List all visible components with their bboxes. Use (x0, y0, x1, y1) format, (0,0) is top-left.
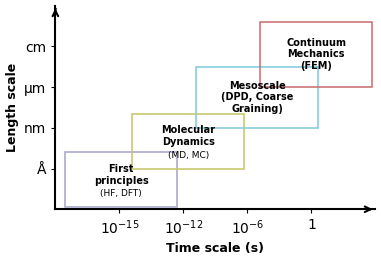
Text: Molecular
Dynamics: Molecular Dynamics (161, 125, 215, 147)
Text: (MD, MC): (MD, MC) (168, 151, 209, 160)
Bar (196, 67, 318, 128)
X-axis label: Time scale (s): Time scale (s) (166, 242, 264, 256)
Text: Continuum
Mechanics
(FEM): Continuum Mechanics (FEM) (286, 38, 346, 71)
Text: Mesoscale
(DPD, Coarse
Graining): Mesoscale (DPD, Coarse Graining) (221, 81, 293, 114)
Bar (260, 22, 372, 87)
Bar (65, 152, 177, 207)
Text: (HF, DFT): (HF, DFT) (100, 189, 142, 198)
Y-axis label: Length scale: Length scale (6, 63, 19, 152)
Bar (132, 114, 244, 169)
Text: First
principles: First principles (94, 164, 148, 186)
